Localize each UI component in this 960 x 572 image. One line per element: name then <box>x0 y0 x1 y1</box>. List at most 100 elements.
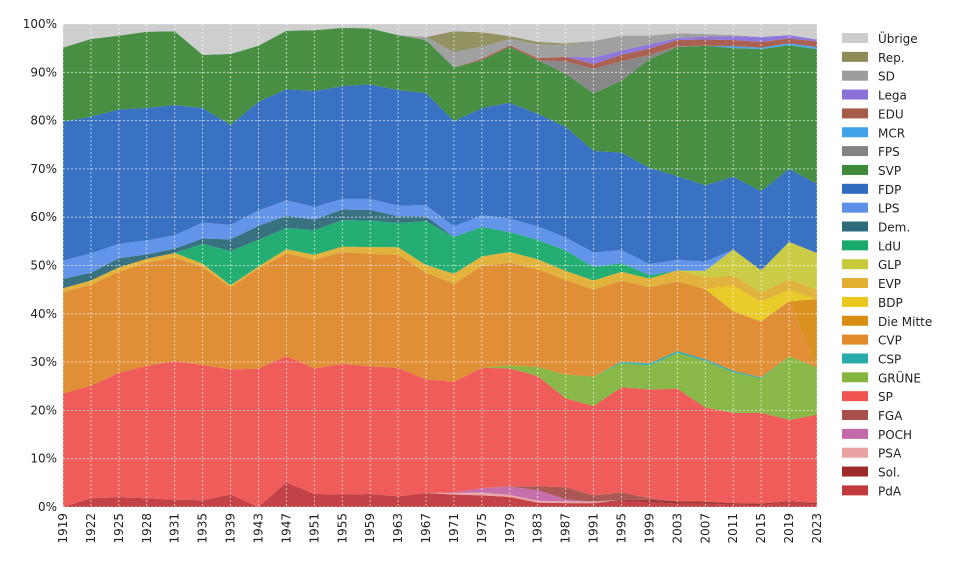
legend-item: EVP <box>842 277 901 291</box>
x-tick-label: 1919 <box>56 513 70 544</box>
legend-swatch <box>842 183 868 194</box>
x-tick-label: 2023 <box>810 513 824 544</box>
legend-label: EVP <box>878 277 901 291</box>
x-tick-label: 1999 <box>642 513 656 544</box>
legend-label: GRÜNE <box>878 369 921 385</box>
y-tick-label: 20% <box>30 403 57 417</box>
legend-item: BDP <box>842 296 903 310</box>
area-übrige <box>63 24 817 55</box>
area-sp <box>63 355 817 507</box>
x-tick-label: 2007 <box>698 513 712 544</box>
legend-swatch <box>842 240 868 251</box>
area-pda <box>63 482 817 507</box>
legend-swatch <box>842 447 868 458</box>
legend-swatch <box>842 108 868 119</box>
legend-item: GRÜNE <box>842 369 921 385</box>
y-tick-label: 70% <box>30 162 57 176</box>
area-ldu <box>63 220 817 289</box>
legend-label: FDP <box>878 183 901 197</box>
y-tick-label: 100% <box>23 17 57 31</box>
x-tick-label: 1928 <box>140 513 154 544</box>
y-tick-label: 30% <box>30 355 57 369</box>
area-lps <box>63 198 817 280</box>
x-tick-label: 1987 <box>559 513 573 544</box>
legend-item: Dem. <box>842 221 910 235</box>
legend-swatch <box>842 428 868 439</box>
legend-item: GLP <box>842 258 901 272</box>
y-tick-label: 80% <box>30 114 57 128</box>
x-tick-label: 1951 <box>307 513 321 544</box>
legend-label: SVP <box>878 164 901 178</box>
legend-label: CVP <box>878 334 902 348</box>
legend-swatch <box>842 164 868 175</box>
x-tick-label: 1959 <box>363 513 377 544</box>
legend-swatch <box>842 259 868 270</box>
area-sd <box>63 27 817 68</box>
x-tick-label: 1947 <box>279 513 293 544</box>
x-tick-label: 1983 <box>531 513 545 544</box>
y-tick-label: 40% <box>30 307 57 321</box>
legend-swatch <box>842 334 868 345</box>
legend-label: Rep. <box>878 51 905 65</box>
legend-label: CSP <box>878 352 901 366</box>
legend-item: FDP <box>842 183 901 197</box>
legend-item: SD <box>842 70 895 84</box>
legend-item: LdU <box>842 239 901 253</box>
y-tick-label: 60% <box>30 210 57 224</box>
x-tick-label: 1943 <box>251 513 265 544</box>
legend-label: EDU <box>878 107 904 121</box>
legend-item: FPS <box>842 145 900 159</box>
y-tick-label: 90% <box>30 65 57 79</box>
x-tick-label: 1967 <box>419 513 433 544</box>
legend-label: Lega <box>878 89 907 103</box>
legend-label: FPS <box>878 145 900 159</box>
legend-item: Lega <box>842 89 907 103</box>
legend-label: PSA <box>878 447 902 461</box>
area-svp <box>63 27 817 192</box>
legend-swatch <box>842 278 868 289</box>
x-tick-label: 2015 <box>754 513 768 544</box>
legend-label: GLP <box>878 258 901 272</box>
area-cvp <box>63 251 817 394</box>
legend-swatch <box>842 372 868 383</box>
legend-swatch <box>842 410 868 420</box>
x-tick-label: 1925 <box>112 513 126 544</box>
legend-item: SP <box>842 390 893 404</box>
legend-item: Die Mitte <box>842 315 932 329</box>
x-tick-label: 1935 <box>196 513 210 544</box>
legend-label: SP <box>878 390 893 404</box>
legend-label: POCH <box>878 428 912 442</box>
legend-label: Sol. <box>878 466 900 480</box>
legend-swatch <box>842 51 868 62</box>
legend-swatch <box>842 33 868 43</box>
legend-label: Die Mitte <box>878 315 932 329</box>
x-tick-label: 1995 <box>615 513 629 544</box>
legend-label: FGA <box>878 409 903 423</box>
x-tick-label: 1931 <box>168 513 182 544</box>
legend-item: CVP <box>842 334 902 348</box>
x-tick-label: 1971 <box>447 513 461 544</box>
legend-label: BDP <box>878 296 903 310</box>
legend-swatch <box>842 89 868 100</box>
y-tick-label: 50% <box>30 259 57 273</box>
legend-swatch <box>842 70 868 81</box>
x-tick-label: 2019 <box>782 513 796 544</box>
legend-item: MCR <box>842 126 905 140</box>
legend-swatch <box>842 466 868 477</box>
legend-swatch <box>842 146 868 157</box>
x-tick-label: 1922 <box>84 513 98 544</box>
area-edu <box>63 27 817 69</box>
legend-swatch <box>842 296 868 307</box>
legend-item: Übrige <box>842 30 918 46</box>
legend-item: Sol. <box>842 466 900 480</box>
x-tick-label: 1939 <box>224 513 238 544</box>
x-tick-label: 1955 <box>335 513 349 544</box>
legend-swatch <box>842 202 868 213</box>
y-tick-label: 10% <box>30 452 57 466</box>
legend-label: MCR <box>878 126 905 140</box>
x-tick-label: 1963 <box>391 513 405 544</box>
legend-item: POCH <box>842 428 912 442</box>
x-tick-label: 1975 <box>475 513 489 544</box>
legend-item: SVP <box>842 164 901 178</box>
